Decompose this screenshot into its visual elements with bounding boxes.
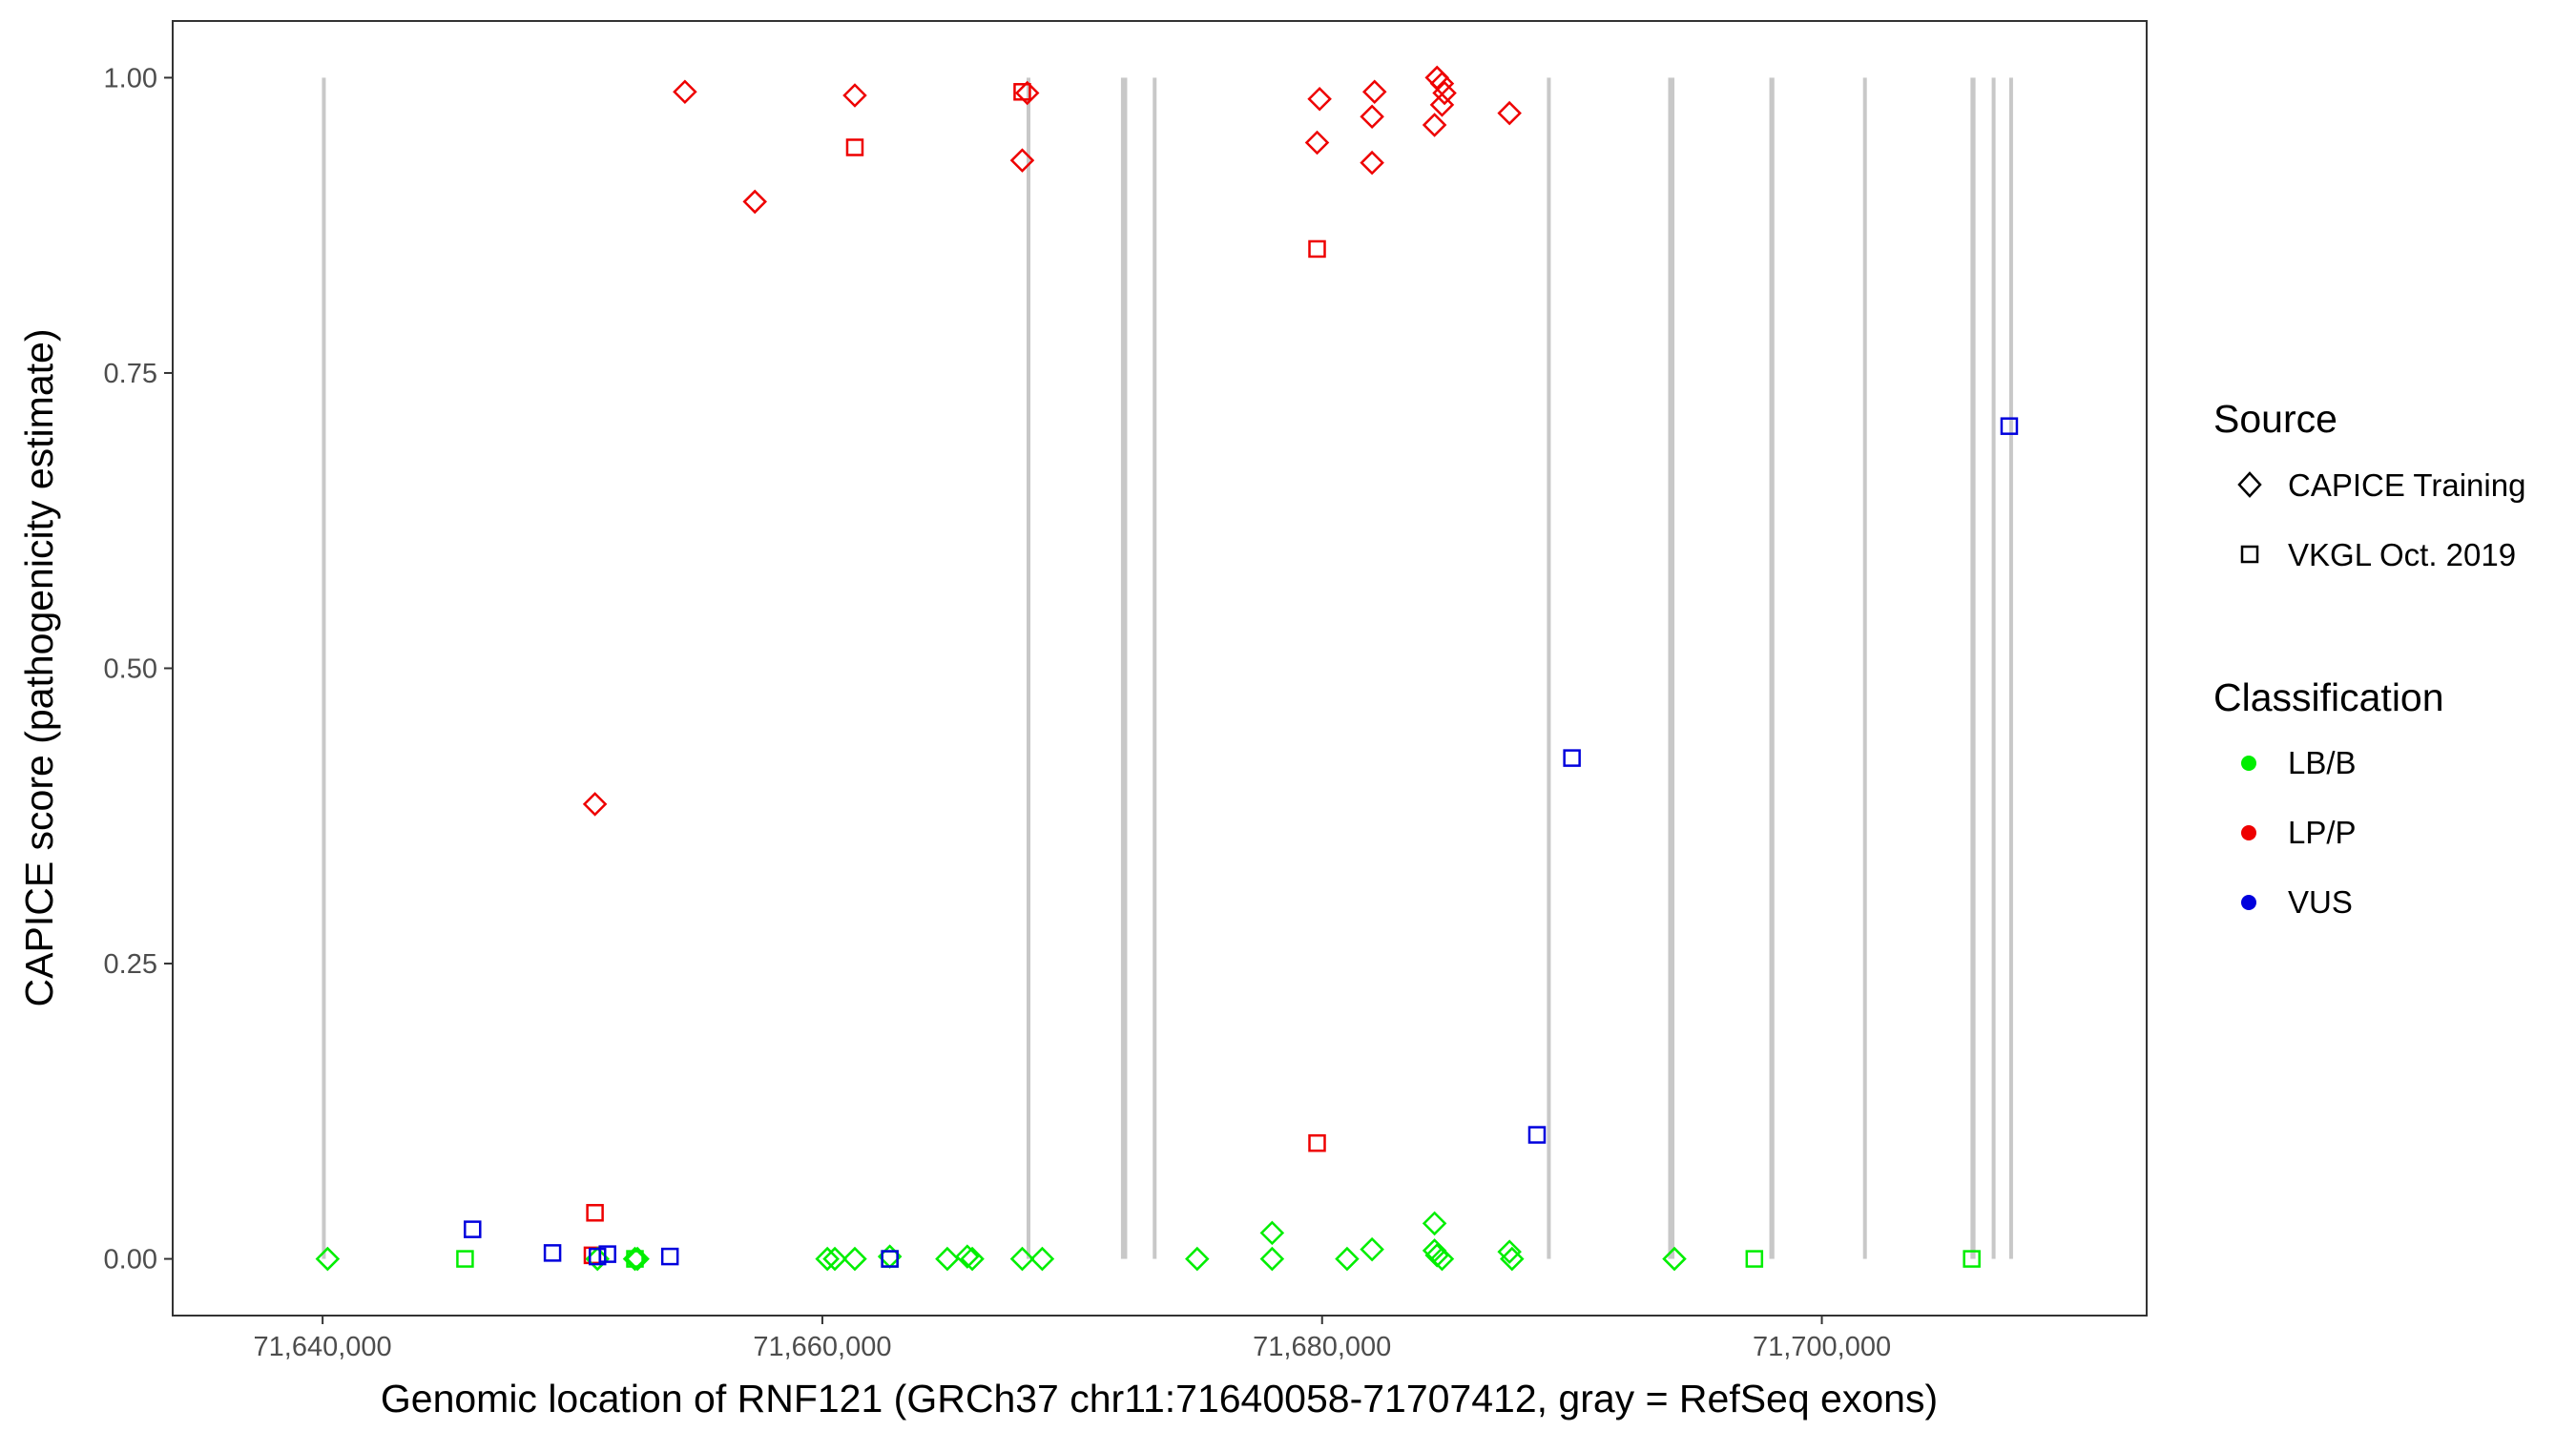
exon-line-7	[1862, 77, 1867, 1259]
exon-lines	[322, 77, 2013, 1259]
exon-line-6	[1769, 77, 1775, 1259]
y-tick-label-2: 0.50	[104, 654, 157, 685]
legend-title-classification: Classification	[2213, 675, 2444, 719]
point-lb-b-diamond-6	[842, 1246, 867, 1272]
exon-line-1	[1027, 77, 1031, 1259]
point-lb-b-square-0	[456, 1250, 474, 1268]
point-vus-square-0	[2000, 417, 2019, 435]
legend-item-capice-training: CAPICE Training	[2237, 467, 2525, 503]
point-lb-b-diamond-21	[1429, 1246, 1455, 1272]
point-lp-p-square-1	[1013, 83, 1031, 101]
point-lb-b-diamond-11	[1009, 1246, 1035, 1272]
point-vus-square-1	[1563, 749, 1581, 767]
point-lp-p-diamond-8	[1361, 79, 1387, 105]
point-lb-b-diamond-13	[1185, 1246, 1210, 1272]
y-tick-label-1: 0.25	[104, 949, 157, 980]
point-vus-square-7	[660, 1247, 679, 1266]
point-lb-b-diamond-24	[1662, 1246, 1687, 1272]
point-lp-p-diamond-14	[1429, 93, 1455, 117]
point-lp-p-diamond-4	[1014, 80, 1040, 106]
axes: 0.00 0.25 0.50 0.75 1.00 71,640,000 71,660,000…	[104, 63, 1892, 1362]
exon-line-4	[1547, 77, 1551, 1259]
point-lp-p-square-2	[1308, 239, 1326, 259]
point-lp-p-diamond-13	[1432, 80, 1457, 106]
point-lb-b-diamond-3	[625, 1246, 650, 1272]
x-tick-label-1: 71,660,000	[753, 1332, 891, 1362]
legend-diamond-key	[2237, 471, 2262, 498]
exon-line-8	[1970, 77, 1976, 1259]
point-lp-p-diamond-5	[1009, 148, 1035, 173]
legend-square-key	[2240, 545, 2259, 564]
point-lp-p-diamond-15	[1422, 113, 1447, 137]
point-lp-p-diamond-0	[582, 792, 608, 817]
point-lb-b-diamond-22	[1497, 1239, 1522, 1264]
point-vus-square-8	[881, 1250, 899, 1268]
point-lp-p-diamond-10	[1360, 150, 1384, 176]
point-lb-b-diamond-8	[935, 1246, 960, 1272]
y-axis-title: CAPICE score (pathogenicity estimate)	[17, 329, 61, 1007]
y-tick-label-4: 1.00	[104, 63, 157, 93]
point-lp-p-diamond-9	[1360, 104, 1384, 130]
point-vus-square-5	[598, 1245, 616, 1263]
exon-line-5	[1668, 77, 1675, 1259]
point-lb-b-diamond-4	[815, 1246, 840, 1272]
point-vus-square-6	[588, 1247, 607, 1266]
legend-label-capice-training: CAPICE Training	[2288, 467, 2525, 503]
legend-item-vkgl: VKGL Oct. 2019	[2240, 537, 2516, 572]
exon-line-10	[2008, 77, 2013, 1259]
point-vus-square-2	[1527, 1126, 1547, 1144]
point-lp-p-diamond-16	[1497, 100, 1522, 126]
point-vus-square-4	[543, 1244, 562, 1262]
exon-line-2	[1120, 77, 1128, 1259]
legend-label-lp-p: LP/P	[2288, 815, 2357, 850]
point-lp-p-square-3	[1308, 1133, 1326, 1152]
point-lb-b-diamond-9	[955, 1244, 980, 1269]
point-lp-p-square-0	[845, 138, 864, 156]
legend-label-lb-b: LB/B	[2288, 745, 2357, 780]
exon-line-3	[1153, 77, 1157, 1259]
x-tick-label-3: 71,700,000	[1753, 1332, 1891, 1362]
legend-item-lp-p: LP/P	[2241, 815, 2357, 850]
point-lb-b-diamond-23	[1500, 1246, 1525, 1272]
point-lb-b-square-2	[881, 1250, 899, 1268]
point-lp-p-diamond-6	[1307, 86, 1332, 112]
point-lb-b-diamond-15	[1259, 1246, 1285, 1272]
y-tick-label-3: 0.75	[104, 359, 157, 389]
legend: Source CAPICE Training VKGL Oct. 2019 Cl…	[2213, 397, 2525, 920]
point-lb-b-diamond-5	[822, 1246, 847, 1272]
point-lb-b-diamond-18	[1422, 1211, 1447, 1236]
point-lp-p-diamond-1	[673, 79, 697, 105]
point-lb-b-diamond-0	[315, 1246, 341, 1272]
point-lb-b-square-3	[1745, 1250, 1764, 1268]
point-lp-p-square-4	[586, 1204, 604, 1222]
point-lb-b-diamond-10	[960, 1246, 985, 1272]
x-axis-title: Genomic location of RNF121 (GRCh37 chr11…	[381, 1377, 1938, 1421]
legend-dot-lp-p	[2241, 825, 2256, 840]
exon-line-0	[322, 77, 326, 1259]
point-lp-p-diamond-2	[742, 189, 767, 215]
point-lb-b-diamond-17	[1360, 1236, 1384, 1262]
x-tick-label-0: 71,640,000	[254, 1332, 392, 1362]
data-points	[315, 65, 2019, 1272]
point-lb-b-square-4	[1963, 1250, 1981, 1268]
x-tick-label-2: 71,680,000	[1253, 1332, 1391, 1362]
point-lb-b-square-1	[626, 1250, 644, 1268]
point-lp-p-diamond-7	[1304, 130, 1330, 156]
y-tick-label-0: 0.00	[104, 1245, 157, 1275]
legend-item-lb-b: LB/B	[2241, 745, 2357, 780]
legend-title-source: Source	[2213, 397, 2337, 441]
exon-line-9	[1991, 77, 1996, 1259]
plot-panel-border	[172, 20, 2148, 1317]
legend-item-vus: VUS	[2241, 884, 2353, 920]
point-lb-b-diamond-16	[1335, 1246, 1360, 1272]
legend-label-vkgl: VKGL Oct. 2019	[2288, 537, 2516, 572]
point-lb-b-diamond-12	[1029, 1246, 1055, 1272]
point-vus-square-3	[464, 1220, 482, 1238]
point-lp-p-diamond-3	[842, 83, 867, 108]
legend-label-vus: VUS	[2288, 884, 2353, 920]
legend-dot-lb-b	[2241, 756, 2256, 771]
legend-dot-vus	[2241, 895, 2256, 910]
point-lb-b-diamond-14	[1259, 1220, 1285, 1246]
